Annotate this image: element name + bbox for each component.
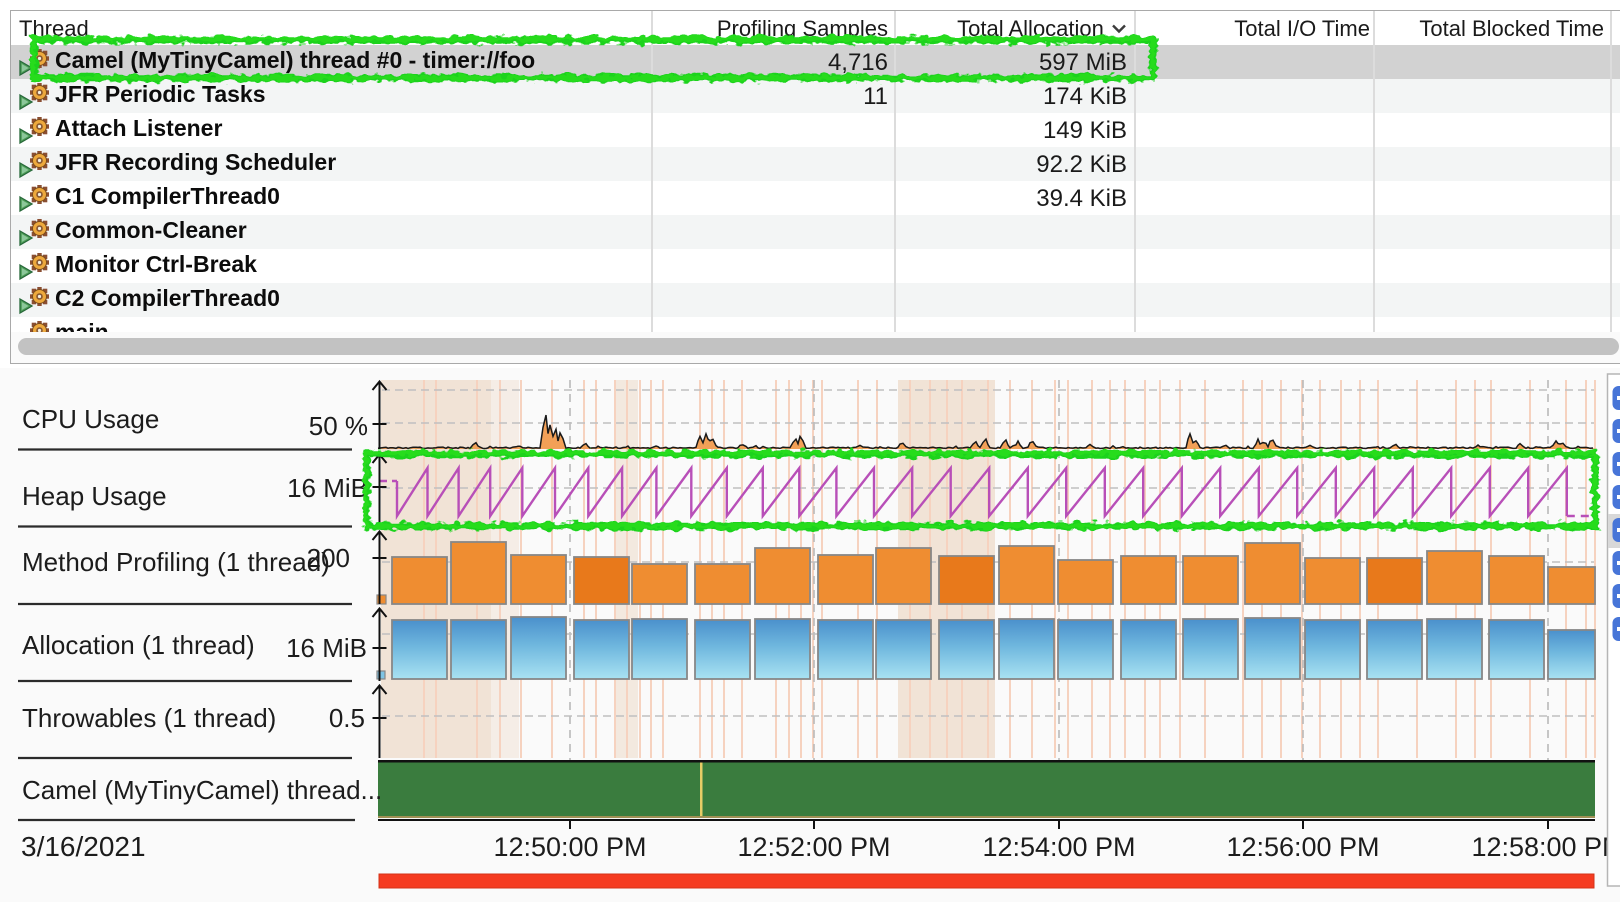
svg-text:Allocation (1 thread): Allocation (1 thread) xyxy=(22,630,255,660)
svg-text:12:56:00 PM: 12:56:00 PM xyxy=(1226,832,1379,862)
svg-text:12:50:00 PM: 12:50:00 PM xyxy=(493,832,646,862)
svg-text:Heap Usage: Heap Usage xyxy=(22,481,167,511)
svg-text:200: 200 xyxy=(307,543,350,573)
svg-text:16 MiB: 16 MiB xyxy=(286,633,367,663)
svg-text:CPU Usage: CPU Usage xyxy=(22,404,159,434)
svg-text:12:52:00 PM: 12:52:00 PM xyxy=(737,832,890,862)
svg-text:16 MiB: 16 MiB xyxy=(287,473,368,503)
svg-text:Method Profiling (1 thread): Method Profiling (1 thread) xyxy=(22,547,330,577)
svg-text:0.5: 0.5 xyxy=(329,703,365,733)
svg-text:12:58:00 PM: 12:58:00 PM xyxy=(1471,832,1620,862)
svg-text:50 %: 50 % xyxy=(309,411,368,441)
svg-text:Camel (MyTinyCamel) thread...: Camel (MyTinyCamel) thread... xyxy=(22,775,382,805)
svg-text:3/16/2021: 3/16/2021 xyxy=(21,831,146,862)
svg-text:12:54:00 PM: 12:54:00 PM xyxy=(982,832,1135,862)
svg-text:Throwables (1 thread): Throwables (1 thread) xyxy=(22,703,276,733)
